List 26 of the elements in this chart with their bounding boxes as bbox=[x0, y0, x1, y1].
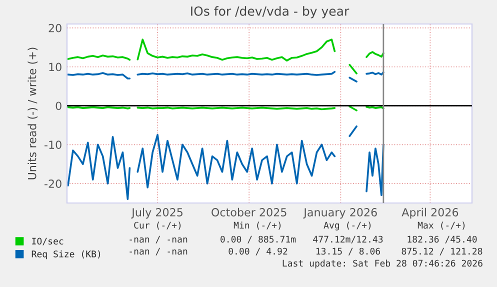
text: 0.00 / 885.71m bbox=[220, 236, 296, 244]
legend-label: IO/sec bbox=[32, 238, 64, 246]
legend-label: Req Size (KB) bbox=[32, 250, 100, 260]
x-tick-label: October 2025 bbox=[212, 208, 286, 216]
text: Cur (-/+) bbox=[134, 222, 181, 230]
x-tick-label: April 2026 bbox=[402, 208, 458, 219]
y-tick-label: 10 bbox=[49, 62, 62, 72]
text: Min (-/+) bbox=[234, 222, 281, 230]
chart-title: IOs for /dev/vda - by year bbox=[191, 6, 350, 18]
text: 875.12 / 121.28 bbox=[402, 248, 482, 256]
y-tick-label: 0 bbox=[56, 102, 62, 110]
text: 0.00 / 4.92 bbox=[228, 248, 288, 256]
text: 13.15 / 8.06 bbox=[316, 248, 380, 256]
y-axis-title: Units read (-) / write (+) bbox=[28, 48, 38, 180]
y-tick-label: 20 bbox=[48, 24, 62, 32]
text: -nan / -nan bbox=[130, 236, 188, 244]
text: 477.12m/12.43 bbox=[313, 236, 383, 244]
text: 182.36 /45.40 bbox=[408, 236, 477, 244]
x-tick-label: January 2026 bbox=[303, 208, 377, 219]
text: Max (-/+) bbox=[418, 222, 465, 230]
x-tick-label: July 2025 bbox=[131, 208, 182, 219]
y-tick-label: -20 bbox=[44, 180, 62, 188]
text: -nan / -nan bbox=[130, 248, 188, 256]
text: Avg (-/+) bbox=[324, 222, 371, 230]
text: Last update: Sat Feb 28 07:46:26 2026 bbox=[282, 260, 482, 268]
y-tick-label: -10 bbox=[44, 140, 62, 150]
